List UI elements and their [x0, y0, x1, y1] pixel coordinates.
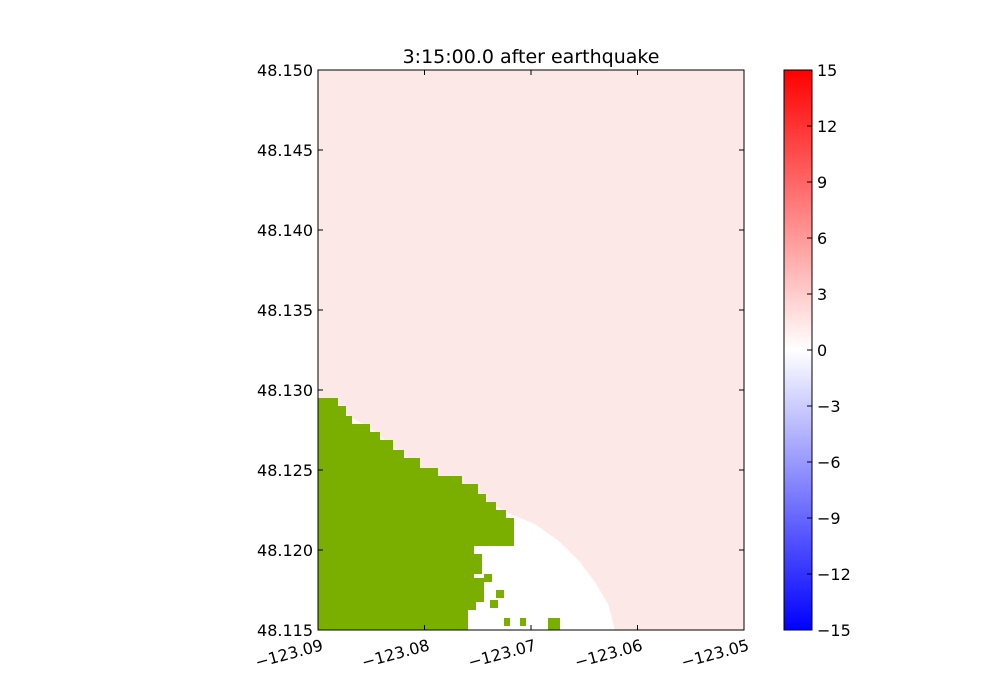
land-cell: [496, 590, 504, 598]
y-tick-label: 48.120: [257, 541, 313, 560]
colorbar-tick-label: 0: [817, 341, 827, 360]
land-cell: [504, 618, 510, 626]
y-tick-label: 48.125: [257, 461, 313, 480]
y-tick-label: 48.130: [257, 381, 313, 400]
plot-area: [318, 70, 744, 630]
land-cell: [484, 574, 492, 582]
colorbar-tick-label: −9: [817, 509, 841, 528]
land-cell: [520, 618, 526, 626]
x-tick-label: −123.08: [360, 636, 432, 672]
y-axis: 48.115 48.120 48.125 48.130 48.135 48.140 48.1…: [257, 61, 744, 640]
land-cell: [490, 600, 498, 608]
colorbar-tick-label: −6: [817, 453, 841, 472]
colorbar-tick-label: 6: [817, 229, 827, 248]
colorbar-tick-label: −3: [817, 397, 841, 416]
y-tick-label: 48.145: [257, 141, 313, 160]
x-tick-label: −123.07: [466, 636, 538, 672]
chart-title: 3:15:00.0 after earthquake: [403, 46, 660, 68]
colorbar-tick-label: −15: [817, 621, 851, 640]
land-cell: [548, 618, 560, 630]
x-tick-label: −123.09: [253, 636, 325, 672]
y-tick-label: 48.140: [257, 221, 313, 240]
colorbar-axis: 15 12 9 6 3 0 −3 −6 −9 −12 −15: [807, 61, 851, 640]
colorbar-tick-label: −12: [817, 565, 851, 584]
x-tick-label: −123.06: [573, 636, 645, 672]
colorbar-tick-label: 12: [817, 117, 837, 136]
colorbar-tick-label: 15: [817, 61, 837, 80]
x-tick-label: −123.05: [679, 636, 751, 672]
land-cell-row: [318, 600, 468, 630]
land-mask: [318, 398, 560, 630]
y-tick-label: 48.135: [257, 301, 313, 320]
y-tick-label: 48.115: [257, 621, 313, 640]
colorbar-tick-label: 3: [817, 285, 827, 304]
land-cell: [472, 582, 480, 590]
y-tick-label: 48.150: [257, 61, 313, 80]
land-cell: [474, 566, 482, 574]
colorbar-tick-label: 9: [817, 173, 827, 192]
